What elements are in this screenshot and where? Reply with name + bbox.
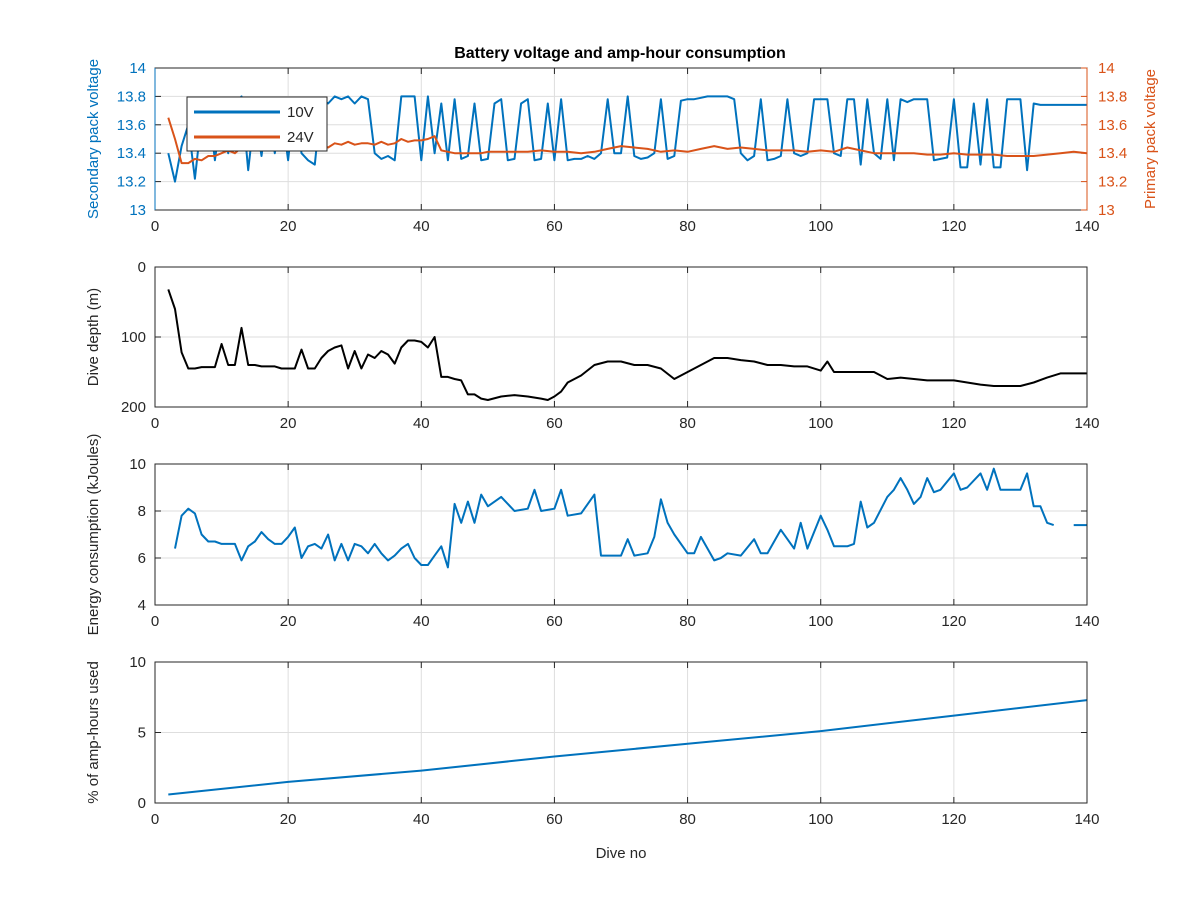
x-tick-label: 120 (941, 415, 966, 432)
x-tick-label: 20 (280, 415, 297, 432)
x-tick-label: 40 (413, 415, 430, 432)
x-tick-label: 140 (1074, 415, 1099, 432)
x-tick-label: 120 (941, 613, 966, 630)
x-tick-label: 80 (679, 613, 696, 630)
figure-title: Battery voltage and amp-hour consumption (454, 45, 786, 62)
x-tick-label: 0 (151, 811, 159, 828)
x-tick-label: 0 (151, 218, 159, 235)
chart-panel-1: 0 20 40 60 80 100 120 1401313.213.413.613.814Se… (85, 59, 1159, 235)
x-tick-label: 60 (546, 811, 563, 828)
legend-box (186, 96, 328, 152)
y-right-axis-label: Primary pack voltage (1142, 69, 1159, 209)
legend-label-24v: 24V (287, 129, 314, 146)
x-tick-label: 120 (941, 811, 966, 828)
x-tick-label: 100 (808, 415, 833, 432)
x-tick-label: 20 (280, 811, 297, 828)
x-tick-label: 100 (808, 613, 833, 630)
y-tick-label: 5 (138, 725, 146, 742)
y-right-tick-label: 13.4 (1098, 145, 1127, 162)
x-tick-label: 100 (808, 218, 833, 235)
y-axis-label: Energy consumption (kJoules) (85, 434, 102, 636)
y-tick-label: 8 (138, 503, 146, 520)
x-tick-label: 60 (546, 613, 563, 630)
x-tick-label: 100 (808, 811, 833, 828)
x-tick-label: 40 (413, 811, 430, 828)
y-tick-label: 14 (129, 60, 146, 77)
x-tick-label: 120 (941, 218, 966, 235)
x-tick-label: 80 (679, 811, 696, 828)
y-right-tick-label: 13 (1098, 202, 1115, 219)
x-tick-label: 140 (1074, 613, 1099, 630)
y-tick-label: 13.4 (117, 145, 146, 162)
x-tick-label: 0 (151, 613, 159, 630)
y-tick-label: 0 (138, 795, 146, 812)
series-line-1 (168, 699, 1088, 796)
x-tick-label: 0 (151, 415, 159, 432)
y-tick-label: 13.6 (117, 117, 146, 134)
y-tick-label: 13.8 (117, 88, 146, 105)
y-axis-label: % of amp-hours used (85, 661, 102, 804)
y-right-tick-label: 13.2 (1098, 174, 1127, 191)
x-tick-label: 40 (413, 613, 430, 630)
chart-panel-4: 0 20 40 60 80 100 120 140 0 5 10 % of amp-hours use… (85, 654, 1100, 862)
y-right-tick-label: 14 (1098, 60, 1115, 77)
x-tick-label: 60 (546, 415, 563, 432)
x-tick-label: 140 (1074, 811, 1099, 828)
legend-label-10v: 10V (287, 104, 314, 121)
x-tick-label: 60 (546, 218, 563, 235)
axes-box (154, 463, 1088, 606)
y-tick-label: 6 (138, 550, 146, 567)
y-right-tick-label: 13.6 (1098, 117, 1127, 134)
y-tick-label: 13 (129, 202, 146, 219)
y-tick-label: 100 (121, 329, 146, 346)
x-tick-label: 40 (413, 218, 430, 235)
y-axis-label: Dive depth (m) (85, 288, 102, 386)
x-tick-label: 20 (280, 218, 297, 235)
x-tick-label: 80 (679, 218, 696, 235)
y-tick-label: 10 (129, 654, 146, 671)
y-tick-label: 13.2 (117, 174, 146, 191)
x-tick-label: 20 (280, 613, 297, 630)
series-line-1 (167, 289, 1087, 401)
y-axis-label: Secondary pack voltage (85, 59, 102, 219)
y-tick-label: 200 (121, 399, 146, 416)
plot-area (155, 464, 1087, 605)
x-axis-label: Dive no (596, 845, 647, 862)
y-tick-label: 0 (138, 259, 146, 276)
chart-panel-3: 0 20 40 60 80 100 120 140 4 6 8 10 Energy consumptio… (85, 434, 1100, 636)
y-right-tick-label: 13.8 (1098, 88, 1127, 105)
x-tick-label: 140 (1074, 218, 1099, 235)
x-tick-label: 80 (679, 415, 696, 432)
chart-panel-2: 0 20 40 60 80 100 120 140 0 100 200 Dive depth (m) (85, 259, 1100, 432)
y-tick-label: 4 (138, 597, 146, 614)
y-tick-label: 10 (129, 456, 146, 473)
series-line-1 (174, 467, 1055, 569)
